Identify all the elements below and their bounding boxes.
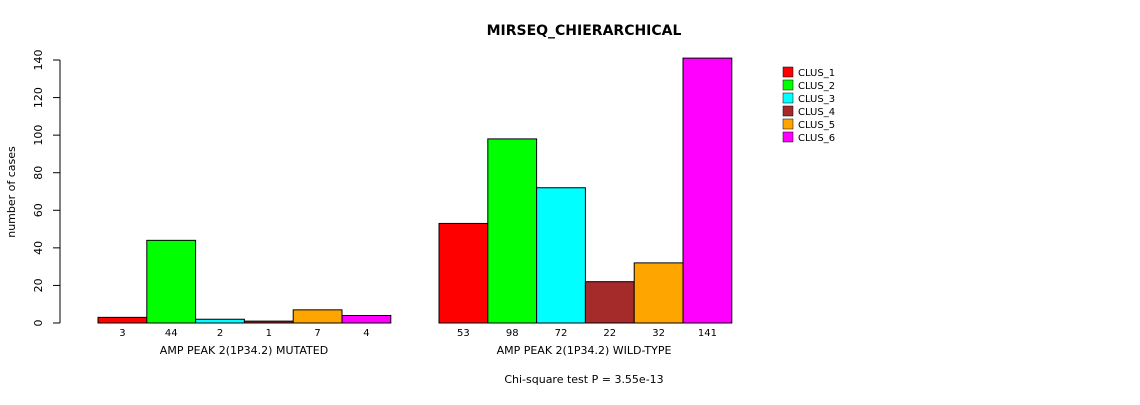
- legend-swatch: [782, 118, 794, 130]
- bar-clus-3: [195, 318, 245, 324]
- legend-label: CLUS_2: [798, 81, 835, 92]
- legend-swatch: [782, 92, 794, 104]
- legend-swatch: [782, 131, 794, 143]
- legend: CLUS_1 CLUS_2 CLUS_3 CLUS_4 CLUS_5 CLUS_6: [782, 66, 835, 144]
- y-tick-label: 140: [32, 50, 45, 71]
- bar-clus-5: [292, 309, 343, 324]
- group-label-mutated: AMP PEAK 2(1P34.2) MUTATED: [160, 344, 328, 357]
- legend-label: CLUS_4: [798, 107, 835, 118]
- bar-count-label: 53: [457, 328, 470, 339]
- legend-swatch: [782, 79, 794, 91]
- y-tick-label: 60: [32, 203, 45, 217]
- bar-clus-6: [341, 314, 392, 324]
- chi-square-footnote: Chi-square test P = 3.55e-13: [504, 373, 663, 386]
- y-axis: 0 20 40 60 80 100 120 140: [32, 50, 61, 327]
- y-tick-label: 80: [32, 166, 45, 180]
- legend-label: CLUS_5: [798, 120, 835, 131]
- bar-count-label: 32: [652, 328, 665, 339]
- bar-count-label: 2: [217, 328, 223, 339]
- bar-clus-6: [682, 57, 733, 324]
- legend-swatch: [782, 105, 794, 117]
- bar-count-label: 44: [165, 328, 178, 339]
- bar-count-label: 4: [363, 328, 369, 339]
- y-tick-label: 40: [32, 241, 45, 255]
- group-label-wild-type: AMP PEAK 2(1P34.2) WILD-TYPE: [497, 344, 672, 357]
- legend-label: CLUS_1: [798, 68, 835, 79]
- bar-clus-4: [243, 320, 294, 324]
- legend-swatch: [782, 66, 794, 78]
- bar-count-label: 141: [698, 328, 717, 339]
- legend-label: CLUS_6: [798, 133, 835, 144]
- legend-label: CLUS_3: [798, 94, 835, 105]
- bar-count-label: 7: [314, 328, 320, 339]
- bar-clus-2: [146, 239, 197, 324]
- bar-count-label: 98: [506, 328, 519, 339]
- bar-clus-4: [584, 281, 635, 324]
- y-tick-label: 20: [32, 278, 45, 292]
- bar-clus-3: [536, 187, 586, 324]
- bar-clus-2: [487, 138, 538, 324]
- y-tick-label: 120: [32, 87, 45, 108]
- bar-clus-1: [97, 316, 148, 324]
- bar-clus-1: [438, 222, 489, 324]
- y-axis-label: number of cases: [5, 146, 18, 238]
- bar-count-label: 22: [603, 328, 616, 339]
- y-tick-label: 0: [32, 320, 45, 327]
- y-tick-label: 100: [32, 125, 45, 146]
- bar-clus-5: [633, 262, 684, 324]
- bar-count-label: 72: [555, 328, 568, 339]
- count-labels: 3 44 2 1 7 4 53 98 72 22 32 141: [119, 328, 717, 339]
- bar-count-label: 1: [266, 328, 272, 339]
- bars: [97, 57, 733, 324]
- chart-title: MIRSEQ_CHIERARCHICAL: [487, 23, 682, 39]
- bar-count-label: 3: [119, 328, 125, 339]
